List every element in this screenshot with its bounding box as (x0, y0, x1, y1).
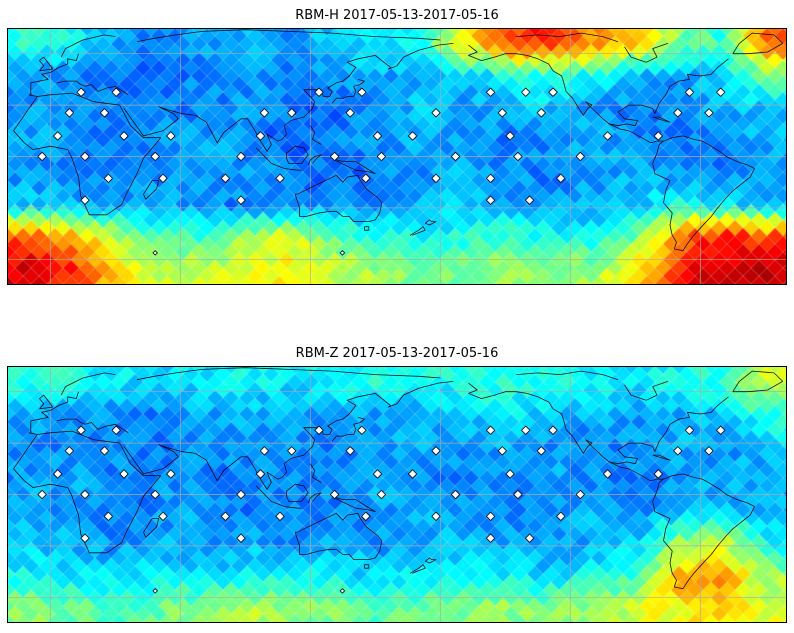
map-plot-rbm-h (7, 28, 787, 285)
map-overlay (7, 366, 787, 623)
map-overlay (7, 28, 787, 285)
panel-rbm-h: RBM-H 2017-05-13-2017-05-16 (0, 6, 794, 292)
panel-title-rbm-z: RBM-Z 2017-05-13-2017-05-16 (295, 346, 499, 361)
panel-rbm-z: RBM-Z 2017-05-13-2017-05-16 (0, 344, 794, 630)
map-plot-rbm-z (7, 366, 787, 623)
panel-title-rbm-h: RBM-H 2017-05-13-2017-05-16 (295, 8, 499, 23)
